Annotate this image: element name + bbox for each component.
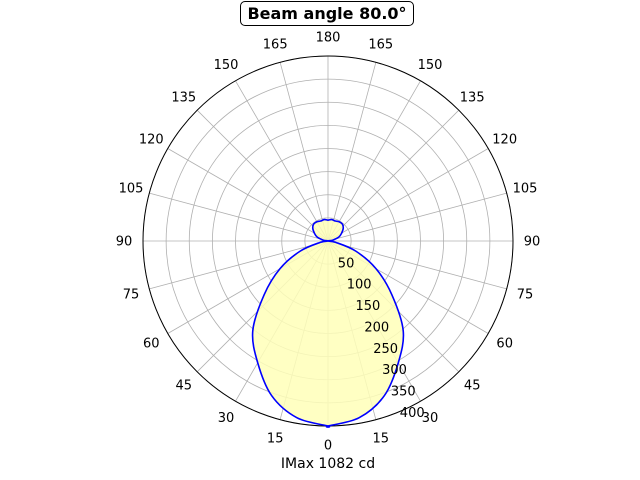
- x-axis-label: IMax 1082 cd: [280, 456, 376, 472]
- angle-tick-label: 105: [513, 182, 538, 197]
- angle-tick-label: 15: [267, 432, 284, 447]
- angle-tick-label: 45: [464, 379, 481, 394]
- angle-tick-label: 75: [123, 287, 140, 302]
- grid-spoke: [235, 80, 329, 242]
- grid-spoke: [327, 62, 377, 242]
- grid-spoke: [149, 240, 329, 290]
- angle-tick-label: 90: [524, 235, 541, 250]
- grid-spoke: [327, 148, 489, 242]
- angle-tick-labels: 0 15 30 45 60 75 90 105 120 135 150 165 180 165 150 135…: [116, 31, 541, 454]
- angle-tick-label: 60: [143, 337, 160, 352]
- chart-title: Beam angle 80.0°: [240, 1, 414, 26]
- grid-spoke: [149, 192, 329, 242]
- angle-tick-label: 30: [422, 411, 439, 426]
- grid-spoke: [327, 240, 507, 290]
- grid-spoke: [327, 109, 460, 242]
- series-layer: [251, 218, 405, 428]
- grid-spoke: [327, 80, 421, 242]
- grid-spoke: [279, 62, 329, 242]
- angle-tick-label: 30: [218, 411, 235, 426]
- angle-tick-label: 45: [176, 379, 193, 394]
- angle-tick-label: 90: [116, 235, 133, 250]
- grid-spoke: [167, 148, 329, 242]
- radial-tick-label: 250: [373, 342, 398, 357]
- angle-tick-label: 60: [496, 337, 513, 352]
- angle-tick-label: 165: [368, 38, 393, 53]
- angle-tick-label: 180: [316, 31, 341, 46]
- angle-tick-label: 150: [418, 58, 443, 73]
- radial-tick-label: 100: [347, 278, 372, 293]
- angle-tick-label: 150: [214, 58, 239, 73]
- angle-tick-label: 135: [171, 90, 196, 105]
- angle-tick-label: 120: [139, 133, 164, 148]
- radial-tick-label: 350: [391, 385, 416, 400]
- angle-tick-label: 75: [517, 287, 534, 302]
- grid-spoke: [196, 109, 329, 242]
- radial-tick-label: 150: [356, 299, 381, 314]
- angle-tick-label: 135: [460, 90, 485, 105]
- radial-tick-labels: 50 100 150 200 250 300 350 400: [338, 256, 425, 421]
- radial-tick-label: 50: [338, 256, 355, 271]
- angle-tick-label: 165: [263, 38, 288, 53]
- radial-tick-label: 300: [382, 363, 407, 378]
- series-fill: [252, 219, 404, 428]
- radial-tick-label: 400: [400, 406, 425, 421]
- angle-tick-label: 15: [373, 432, 390, 447]
- angle-tick-label: 120: [492, 133, 517, 148]
- grid-spoke: [327, 192, 507, 242]
- series-line: [251, 218, 405, 428]
- radial-tick-label: 200: [364, 321, 389, 336]
- angle-tick-label: 105: [119, 182, 144, 197]
- angle-tick-label: 0: [324, 439, 332, 454]
